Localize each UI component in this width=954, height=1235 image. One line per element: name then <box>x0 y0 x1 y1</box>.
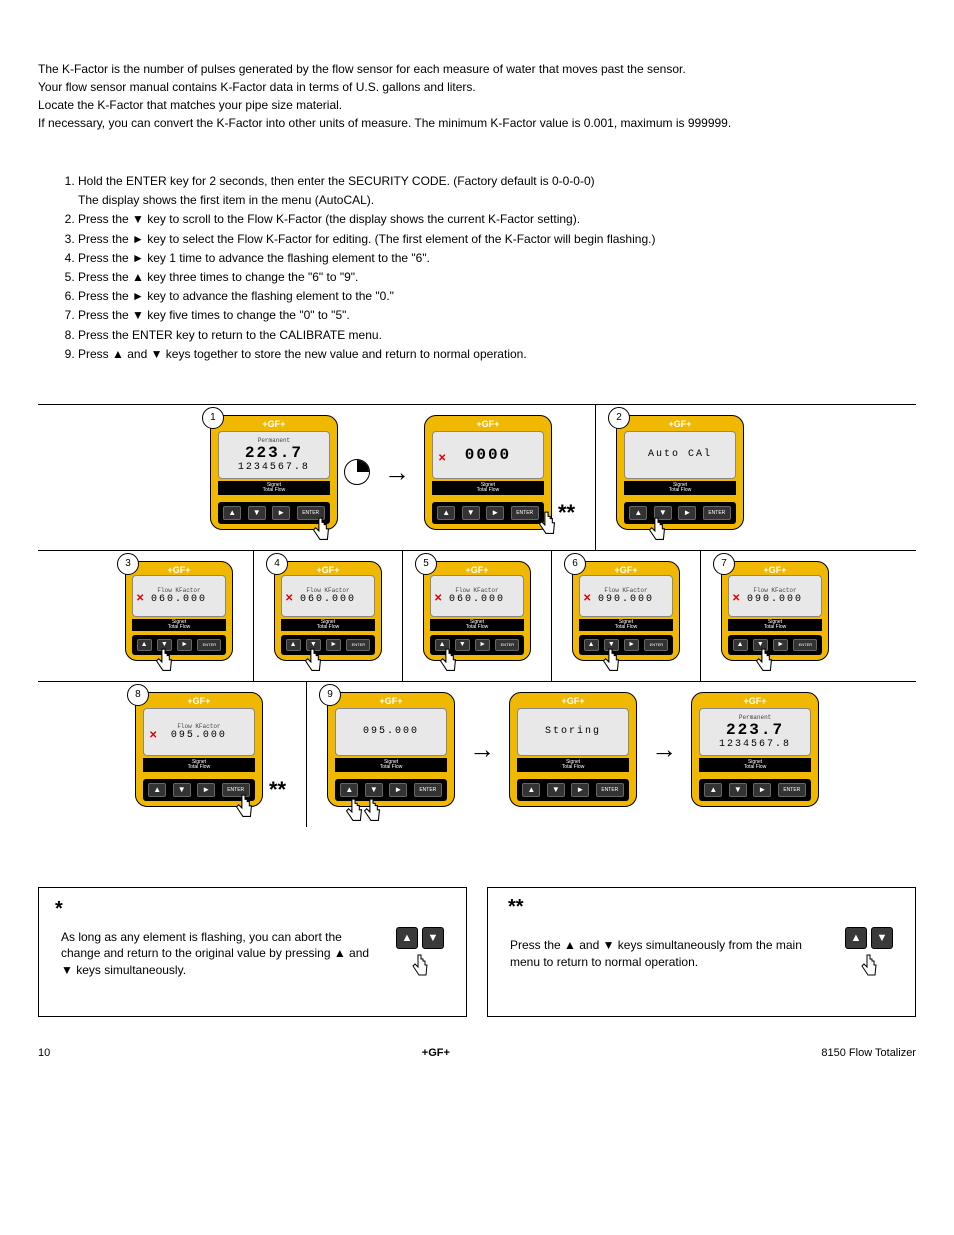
note-keys: ▲ ▼ <box>390 927 450 981</box>
hand-icon <box>300 647 326 679</box>
step-item: Press the ▲ key three times to change th… <box>78 268 916 287</box>
hand-icon <box>598 647 624 679</box>
step-item: Hold the ENTER key for 2 seconds, then e… <box>78 172 916 210</box>
hand-icon <box>151 647 177 679</box>
notes-area: * As long as any element is flashing, yo… <box>38 887 916 1017</box>
step-item: Press the ► key to select the Flow K-Fac… <box>78 230 916 249</box>
hand-icon <box>308 516 334 548</box>
hand-icon <box>534 510 560 542</box>
up-button[interactable]: ▲ <box>223 506 241 520</box>
device-storing: +GF+ Storing SignetTotal Flow ▲ ▼ ► ENTE… <box>509 692 637 807</box>
step-item: Press the ► key 1 time to advance the fl… <box>78 249 916 268</box>
device-step-9: 9 +GF+ 095.000 SignetTotal Flow ▲ ▼ ► EN… <box>327 692 455 807</box>
note-keys: ▲ ▼ <box>839 927 899 981</box>
device-step-8: 8 +GF+ ✕ Flow KFactor 095.000 SignetTota… <box>135 692 263 807</box>
intro-text: The K-Factor is the number of pulses gen… <box>38 60 916 132</box>
page-number: 10 <box>38 1047 50 1059</box>
step-item: Press the ► key to advance the flashing … <box>78 287 916 306</box>
double-star: ** <box>558 500 575 530</box>
device-step-5: 5 +GF+ ✕ Flow KFactor 060.000 SignetTota… <box>423 561 531 661</box>
note-box-2: ** Press the ▲ and ▼ keys simultaneously… <box>487 887 916 1017</box>
arrow-icon: → <box>376 457 418 488</box>
device-code-entry: +GF+ ✕ 0000 SignetTotal Flow ▲ ▼ ► ENTER <box>424 415 552 530</box>
footer-brand: +GF+ <box>422 1047 450 1059</box>
red-marker: ✕ <box>438 453 446 464</box>
page-footer: 10 +GF+ 8150 Flow Totalizer <box>38 1047 916 1059</box>
down-button[interactable]: ▼ <box>248 506 266 520</box>
note-box-1: * As long as any element is flashing, yo… <box>38 887 467 1017</box>
hand-icon <box>857 953 881 981</box>
hand-icon <box>644 516 670 548</box>
intro-p4: If necessary, you can convert the K-Fact… <box>38 114 916 132</box>
step-item: Press ▲ and ▼ keys together to store the… <box>78 345 916 364</box>
up-key-icon: ▲ <box>396 927 418 949</box>
device-step-2: 2 +GF+ Auto CAl SignetTotal Flow ▲ ▼ ► E… <box>616 415 744 530</box>
steps-list: Hold the ENTER key for 2 seconds, then e… <box>58 172 916 364</box>
device-final: +GF+ Permanent 223.7 1234567.8 SignetTot… <box>691 692 819 807</box>
right-button[interactable]: ► <box>272 506 290 520</box>
step-item: Press the ▼ key five times to change the… <box>78 306 916 325</box>
intro-p2: Your flow sensor manual contains K-Facto… <box>38 78 916 96</box>
diagram-row-2: 3 +GF+ ✕ Flow KFactor 060.000 SignetTota… <box>38 551 916 682</box>
device-step-1: 1 +GF+ Permanent 223.7 1234567.8 SignetT… <box>210 415 338 530</box>
device-step-6: 6 +GF+ ✕ Flow KFactor 090.000 SignetTota… <box>572 561 680 661</box>
note-text: As long as any element is flashing, you … <box>55 929 376 979</box>
diagram-row-3: 8 +GF+ ✕ Flow KFactor 095.000 SignetTota… <box>38 682 916 827</box>
device-step-7: 7 +GF+ ✕ Flow KFactor 090.000 SignetTota… <box>721 561 829 661</box>
device-step-3: 3 +GF+ ✕ Flow KFactor 060.000 SignetTota… <box>125 561 233 661</box>
diagram-area: 1 +GF+ Permanent 223.7 1234567.8 SignetT… <box>38 404 916 827</box>
hand-icon <box>408 953 432 981</box>
clock-icon <box>344 459 370 485</box>
step-item: Press the ENTER key to return to the CAL… <box>78 326 916 345</box>
diagram-row-1: 1 +GF+ Permanent 223.7 1234567.8 SignetT… <box>38 405 916 551</box>
hand-icon <box>435 647 461 679</box>
note-text: Press the ▲ and ▼ keys simultaneously fr… <box>504 937 825 971</box>
intro-p1: The K-Factor is the number of pulses gen… <box>38 60 916 78</box>
hand-icon <box>231 793 257 825</box>
brand-label: +GF+ <box>210 419 338 429</box>
step-badge: 1 <box>202 407 224 429</box>
hand-icon <box>751 647 777 679</box>
intro-p3: Locate the K-Factor that matches your pi… <box>38 96 916 114</box>
device-step-4: 4 +GF+ ✕ Flow KFactor 060.000 SignetTota… <box>274 561 382 661</box>
step-item: Press the ▼ key to scroll to the Flow K-… <box>78 210 916 229</box>
down-key-icon: ▼ <box>422 927 444 949</box>
hand-icon <box>359 797 385 829</box>
product-name: 8150 Flow Totalizer <box>821 1047 916 1059</box>
